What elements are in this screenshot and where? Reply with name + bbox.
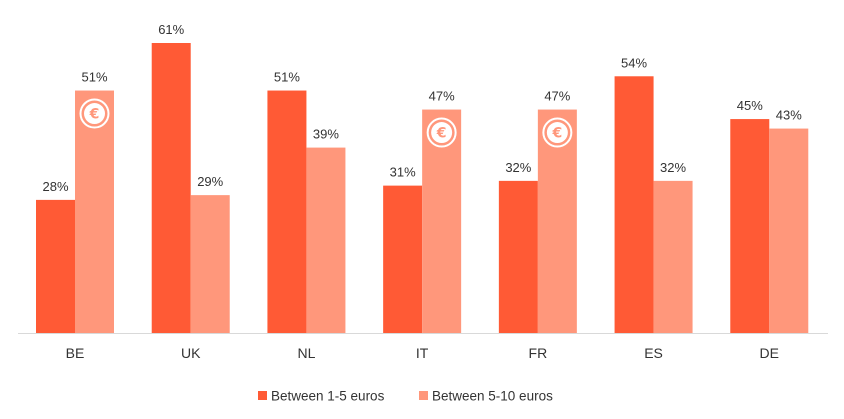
value-label-nl-series-2: 39%	[313, 127, 339, 142]
icons-layer: € € €	[79, 98, 573, 148]
bar-uk-series-2	[190, 195, 230, 333]
value-labels-layer: 28% 51% 61% 29% 51% 39% 31% 47% 32% 47% 54% 32% 45% 4…	[42, 22, 802, 194]
bar-be-series-1	[36, 199, 75, 333]
euro-symbol: €	[551, 126, 562, 142]
value-label-it-series-1: 31%	[390, 165, 416, 180]
bar-nl-series-2	[306, 147, 346, 333]
bar-fr-series-1	[498, 180, 538, 333]
category-label-fr: FR	[529, 345, 548, 361]
euro-coin-icon: €	[542, 117, 573, 148]
value-label-de-series-1: 45%	[737, 98, 763, 113]
category-label-be: BE	[66, 345, 85, 361]
legend-label-series-1: Between 1-5 euros	[271, 389, 385, 404]
euro-symbol: €	[89, 107, 100, 123]
value-label-uk-series-2: 29%	[197, 174, 223, 189]
value-label-it-series-2: 47%	[429, 89, 455, 104]
bar-es-series-1	[614, 76, 654, 333]
legend: Between 1-5 euros Between 5-10 euros	[258, 389, 553, 404]
category-label-it: IT	[416, 345, 429, 361]
bar-es-series-2	[653, 180, 693, 333]
legend-item-series-1: Between 1-5 euros	[258, 389, 385, 404]
category-labels-layer: BE UK NL IT FR ES DE	[66, 345, 779, 361]
value-label-fr-series-1: 32%	[505, 160, 531, 175]
value-label-uk-series-1: 61%	[158, 22, 184, 37]
value-label-es-series-2: 32%	[660, 160, 686, 175]
value-label-be-series-1: 28%	[42, 179, 68, 194]
value-label-be-series-2: 51%	[81, 70, 107, 85]
bar-de-series-2	[769, 128, 809, 333]
category-label-nl: NL	[297, 345, 315, 361]
bar-fr-series-2	[537, 109, 577, 334]
value-label-nl-series-1: 51%	[274, 70, 300, 85]
category-label-uk: UK	[181, 345, 201, 361]
category-label-de: DE	[760, 345, 779, 361]
bar-be-series-2	[75, 90, 114, 333]
bar-nl-series-1	[267, 90, 307, 333]
euro-symbol: €	[436, 126, 447, 142]
euro-coin-icon: €	[79, 98, 110, 129]
legend-swatch-series-2	[419, 391, 428, 400]
category-label-es: ES	[644, 345, 663, 361]
bars-layer	[36, 43, 809, 334]
euro-coin-icon: €	[426, 117, 457, 148]
bar-it-series-2	[422, 109, 462, 334]
value-label-de-series-2: 43%	[776, 108, 802, 123]
value-label-fr-series-2: 47%	[544, 89, 570, 104]
legend-swatch-series-1	[258, 391, 267, 400]
bar-de-series-1	[730, 119, 770, 333]
bar-it-series-1	[383, 185, 423, 333]
legend-item-series-2: Between 5-10 euros	[419, 389, 553, 404]
legend-label-series-2: Between 5-10 euros	[432, 389, 553, 404]
value-label-es-series-1: 54%	[621, 55, 647, 70]
bar-uk-series-1	[151, 43, 191, 333]
